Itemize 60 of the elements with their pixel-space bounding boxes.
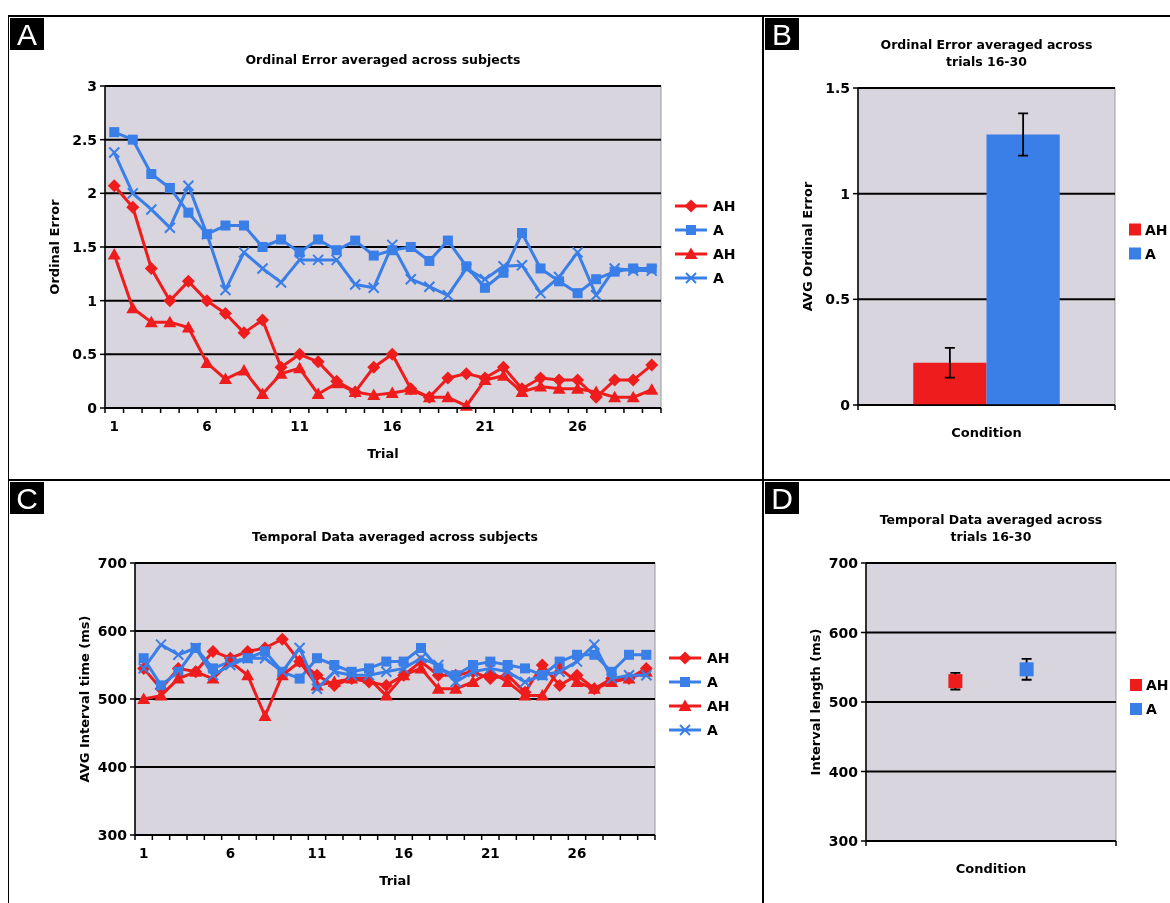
y-tick-label: 2 <box>87 185 97 202</box>
y-axis-title: Ordinal Error <box>47 198 62 295</box>
y-tick-label: 3 <box>87 78 97 94</box>
legend-label: AH <box>713 198 736 214</box>
y-tick-label: 300 <box>828 833 859 849</box>
y-tick-label: 1.5 <box>72 239 97 255</box>
legend-label: A <box>707 722 718 738</box>
chart-title: Ordinal Error averaged across subjects <box>245 52 521 67</box>
y-tick-label: 0 <box>840 397 851 413</box>
legend-label: A <box>713 270 724 286</box>
x-tick-label: 16 <box>382 418 402 434</box>
y-tick-label: 400 <box>828 763 859 780</box>
y-tick-label: 400 <box>97 759 128 775</box>
legend-label: A <box>1145 245 1156 262</box>
y-tick-label: 600 <box>97 623 128 639</box>
chart-title: Temporal Data averaged across subjects <box>252 529 538 544</box>
x-axis-title: Condition <box>955 861 1027 876</box>
y-tick-label: 500 <box>828 694 859 710</box>
legend-label: AH <box>707 698 730 714</box>
x-tick-label: 1 <box>138 845 149 861</box>
legend-label: A <box>1146 701 1157 717</box>
y-tick-label: 0 <box>87 400 98 416</box>
text: D <box>771 482 793 515</box>
legend-label: AH <box>1146 677 1169 693</box>
y-tick-label: 0.5 <box>825 291 850 308</box>
y-tick-label: 1 <box>840 185 850 202</box>
x-tick-label: 16 <box>394 845 414 861</box>
y-axis-title: Interval length (ms) <box>808 628 823 776</box>
y-axis-title: AVG Ordinal Error <box>800 181 815 312</box>
x-tick-label: 26 <box>568 418 587 434</box>
x-axis-title: Condition <box>951 425 1022 440</box>
x-tick-label: 11 <box>290 418 309 434</box>
y-tick-label: 500 <box>97 691 128 707</box>
x-tick-label: 6 <box>202 418 212 434</box>
x-axis-title: Trial <box>379 873 411 888</box>
x-tick-label: 26 <box>567 845 587 861</box>
legend-label: A <box>713 222 724 238</box>
legend-label: A <box>707 674 718 690</box>
text: B <box>771 18 793 51</box>
y-tick-label: 700 <box>828 555 859 571</box>
x-axis-title: Trial <box>367 446 399 461</box>
chart-title: Ordinal Error averaged across trials 16-30 <box>880 37 1093 69</box>
y-axis-title: AVG Interval time (ms) <box>77 615 92 783</box>
x-tick-label: 11 <box>307 845 327 861</box>
y-tick-label: 1 <box>87 292 97 309</box>
x-tick-label: 6 <box>225 845 236 861</box>
y-tick-label: 2.5 <box>72 131 97 148</box>
legend-label: AH <box>713 246 736 262</box>
text: A <box>16 18 38 51</box>
legend-label: AH <box>707 650 730 666</box>
chart-title: Temporal Data averaged across trials 16-30 <box>879 512 1103 544</box>
y-tick-label: 0.5 <box>72 346 97 363</box>
y-tick-label: 700 <box>97 555 128 571</box>
x-tick-label: 21 <box>475 418 495 434</box>
y-tick-label: 300 <box>97 827 128 843</box>
x-tick-label: 21 <box>480 845 500 861</box>
y-tick-label: 600 <box>828 624 859 641</box>
y-tick-label: 1.5 <box>825 80 850 96</box>
text: C <box>16 482 38 515</box>
legend-label: AH <box>1145 221 1168 238</box>
